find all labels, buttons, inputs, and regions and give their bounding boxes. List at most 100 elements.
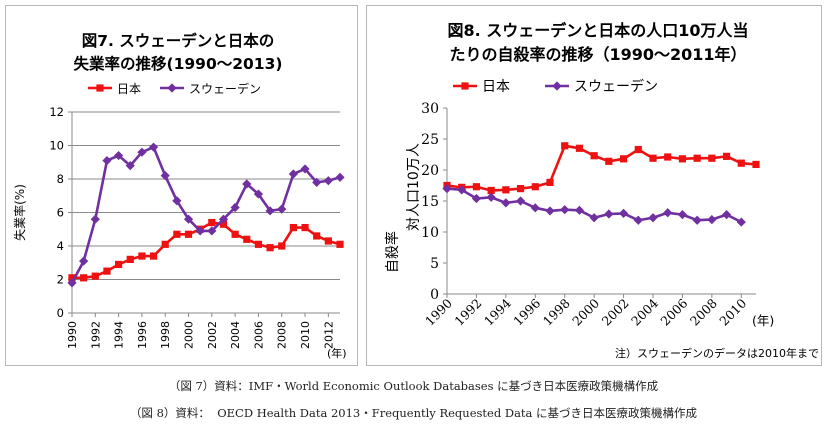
series-japan	[443, 142, 760, 195]
chart-title-line: 図8. スウェーデンと日本の人口10万人当	[447, 21, 748, 40]
data-point	[231, 230, 239, 238]
data-point	[80, 274, 88, 282]
data-point	[575, 144, 584, 152]
data-point	[722, 152, 731, 160]
x-tick-label: 2000	[183, 321, 196, 349]
chart-unemployment-panel: 図7. スウェーデンと日本の 失業率の推移(1990～2013) 日本 スウェーデン 0…	[5, 5, 358, 366]
data-point	[90, 214, 100, 224]
data-point	[515, 196, 526, 206]
data-point	[218, 214, 229, 224]
series-sweden	[67, 142, 345, 288]
data-point	[125, 161, 135, 171]
legend-marker	[461, 82, 469, 90]
legend-entry-japan: 日本	[88, 82, 141, 96]
x-tick-label: 1992	[451, 296, 484, 329]
y-tick-label: 25	[421, 132, 439, 148]
x-axis-unit: (年)	[327, 346, 347, 360]
data-point	[618, 208, 629, 218]
y-axis-label: 対人口10万人	[406, 143, 422, 231]
data-point	[649, 154, 657, 162]
y-tick-label: 2	[57, 273, 64, 287]
legend-marker	[167, 83, 177, 93]
x-tick-label: 1998	[540, 295, 573, 328]
data-point	[102, 155, 112, 166]
legend-marker	[552, 81, 562, 91]
data-point	[195, 226, 205, 236]
data-point	[148, 142, 159, 152]
data-point	[692, 215, 702, 225]
series-line	[446, 144, 757, 192]
data-point	[708, 154, 716, 162]
data-point	[736, 217, 746, 227]
data-point	[300, 164, 310, 174]
data-point	[289, 223, 297, 232]
x-tick-label: 1994	[481, 295, 514, 328]
caption-figure-8: （図 8）資料： OECD Health Data 2013・Frequentl…	[129, 406, 698, 420]
data-point	[604, 209, 614, 219]
data-point	[590, 152, 598, 160]
data-point	[546, 178, 554, 186]
data-point	[266, 244, 274, 252]
data-point	[323, 176, 333, 186]
data-point	[561, 142, 569, 150]
y-tick-label: 5	[430, 256, 439, 272]
y-tick-label: 6	[57, 206, 64, 220]
data-point	[230, 202, 240, 213]
x-tick-label: 2004	[628, 295, 661, 328]
x-axis-unit: (年)	[752, 313, 774, 328]
data-point	[115, 260, 123, 269]
data-point	[737, 159, 745, 167]
data-point	[707, 215, 717, 225]
data-point	[530, 203, 540, 213]
data-point	[677, 210, 688, 220]
legend-label: スウェーデン	[574, 78, 658, 95]
y-tick-label: 4	[57, 239, 64, 253]
data-point	[442, 184, 452, 194]
data-point	[619, 155, 628, 163]
legend-entry-sweden: スウェーデン	[160, 81, 261, 96]
y-axis-label: 失業率(%)	[12, 184, 27, 241]
legend-label: 日本	[482, 79, 510, 95]
series-japan	[68, 218, 344, 282]
x-tick-label: 2006	[657, 295, 690, 328]
data-point	[254, 240, 263, 248]
data-point	[324, 237, 332, 245]
data-point	[67, 278, 77, 288]
legend-entry-japan: 日本	[453, 79, 510, 95]
data-point	[648, 213, 658, 223]
data-point	[278, 242, 286, 250]
x-tick-label: 1990	[422, 295, 455, 328]
data-point	[208, 218, 216, 227]
x-tick-label: 1990	[66, 321, 79, 349]
data-point	[721, 210, 732, 220]
data-point	[574, 205, 585, 215]
chart-title-line: 失業率の推移(1990～2013)	[74, 54, 283, 73]
data-point	[265, 206, 275, 216]
x-tick-label: 2008	[687, 295, 720, 328]
y-tick-label: 15	[421, 194, 439, 210]
data-point	[301, 223, 309, 232]
data-point	[161, 240, 169, 248]
data-point	[184, 230, 193, 238]
data-point	[91, 272, 99, 280]
data-point	[126, 255, 134, 263]
chart-title-line: 図7. スウェーデンと日本の	[82, 31, 275, 50]
data-point	[502, 186, 510, 194]
data-point	[172, 196, 182, 206]
data-point	[242, 179, 252, 189]
chart-title-line: たりの自殺率の推移（1990～2011年）	[449, 45, 746, 64]
data-point	[277, 204, 287, 214]
data-point	[114, 150, 124, 161]
data-point	[336, 240, 344, 248]
x-tick-label: 2010	[716, 295, 749, 328]
x-tick-label: 2010	[299, 321, 312, 349]
data-point	[173, 230, 181, 238]
chart-suicide-panel: 図8. スウェーデンと日本の人口10万人当 たりの自殺率の推移（1990～2011…	[366, 5, 822, 366]
x-tick-label: 2012	[322, 321, 335, 349]
data-point	[137, 147, 147, 157]
data-point	[487, 186, 495, 195]
data-point	[138, 252, 146, 260]
y-tick-label: 0	[57, 306, 64, 320]
x-tick-label: 1996	[136, 321, 149, 349]
data-point	[219, 220, 228, 228]
